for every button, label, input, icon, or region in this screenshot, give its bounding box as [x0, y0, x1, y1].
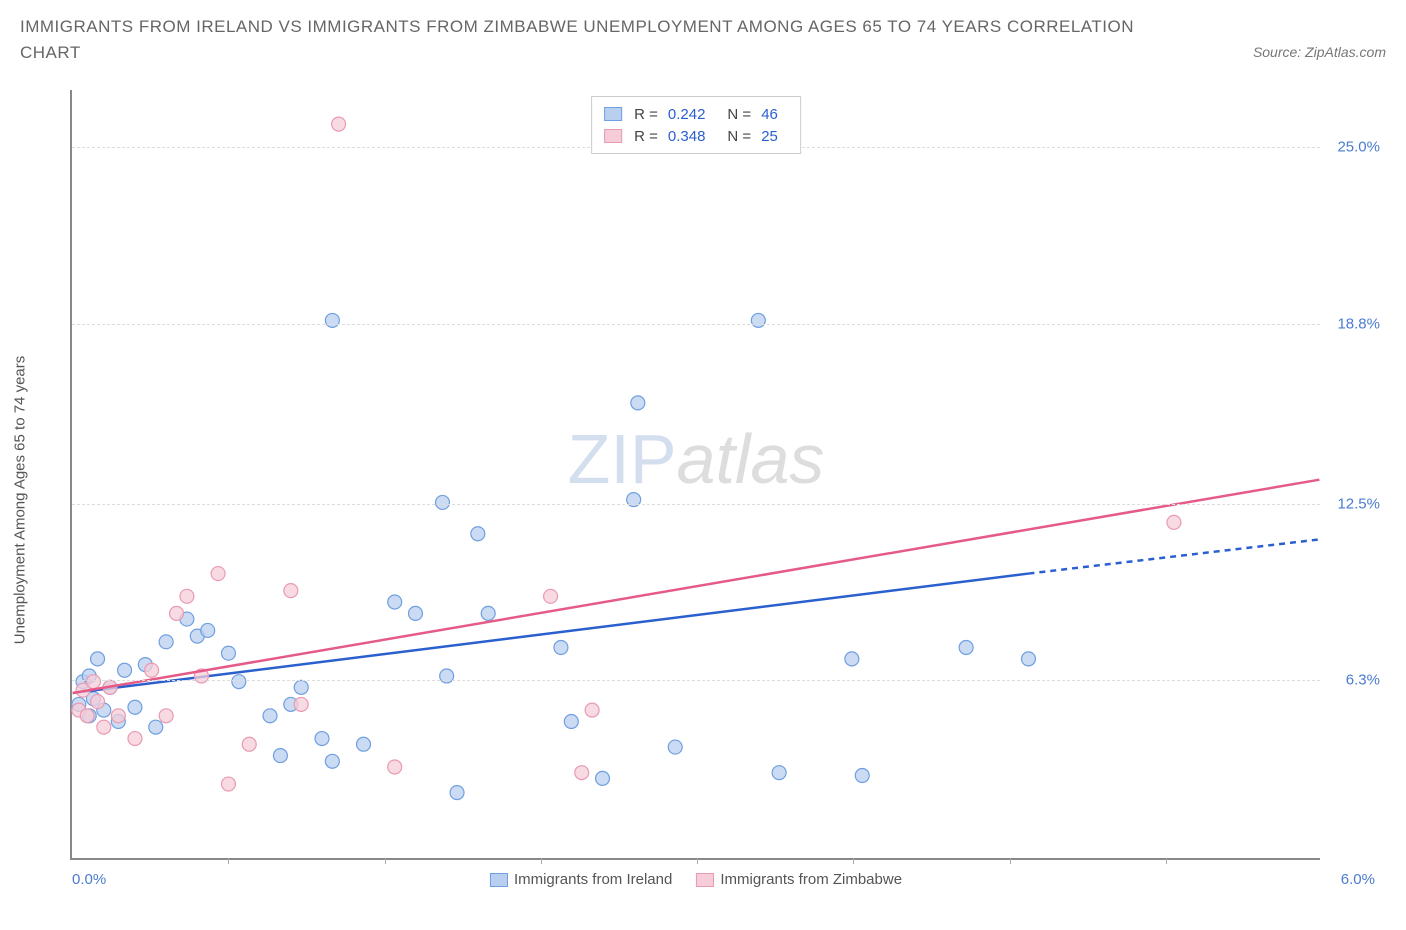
data-point: [111, 709, 125, 723]
chart-title: IMMIGRANTS FROM IRELAND VS IMMIGRANTS FR…: [20, 14, 1170, 65]
legend-stats: R = 0.242 N = 46 R = 0.348 N = 25: [591, 96, 801, 154]
legend-swatch: [696, 873, 714, 887]
data-point: [845, 652, 859, 666]
data-point: [180, 589, 194, 603]
data-point: [751, 313, 765, 327]
data-point: [91, 695, 105, 709]
data-point: [128, 732, 142, 746]
x-tick: [541, 858, 542, 864]
data-point: [959, 641, 973, 655]
data-point: [91, 652, 105, 666]
data-point: [86, 675, 100, 689]
gridline: [72, 324, 1320, 325]
data-point: [159, 635, 173, 649]
stat-n-value: 25: [761, 128, 778, 145]
legend-swatch: [604, 107, 622, 121]
data-point: [668, 740, 682, 754]
x-tick: [228, 858, 229, 864]
legend-stat-row: R = 0.348 N = 25: [604, 125, 788, 147]
data-point: [294, 697, 308, 711]
stat-r-value: 0.348: [668, 128, 706, 145]
data-point: [211, 567, 225, 581]
data-point: [575, 766, 589, 780]
stat-n-label: N =: [727, 106, 751, 123]
x-tick: [853, 858, 854, 864]
x-axis-min-label: 0.0%: [72, 871, 106, 888]
gridline: [72, 680, 1320, 681]
data-point: [772, 766, 786, 780]
y-axis-title: Unemployment Among Ages 65 to 74 years: [12, 356, 29, 645]
data-point: [855, 769, 869, 783]
data-point: [145, 663, 159, 677]
trend-line-extrapolated: [1028, 539, 1319, 573]
data-point: [564, 714, 578, 728]
data-point: [273, 749, 287, 763]
stat-r-value: 0.242: [668, 106, 706, 123]
stat-n-label: N =: [727, 128, 751, 145]
data-point: [263, 709, 277, 723]
data-point: [554, 641, 568, 655]
stat-r-label: R =: [634, 128, 658, 145]
data-point: [97, 720, 111, 734]
data-point: [596, 771, 610, 785]
legend-series: Immigrants from Ireland Immigrants from Z…: [490, 871, 902, 888]
stat-r-label: R =: [634, 106, 658, 123]
legend-item: Immigrants from Ireland: [490, 871, 672, 888]
data-point: [294, 680, 308, 694]
data-point: [388, 760, 402, 774]
legend-swatch: [604, 129, 622, 143]
data-point: [357, 737, 371, 751]
plot-area: ZIPatlas R =0.242N =46R =0.348N =25 0.0%…: [70, 90, 1320, 860]
x-axis-max-label: 6.0%: [1341, 871, 1375, 888]
data-point: [128, 700, 142, 714]
data-point: [1021, 652, 1035, 666]
data-point: [332, 117, 346, 131]
data-point: [585, 703, 599, 717]
data-point: [481, 606, 495, 620]
data-point: [325, 754, 339, 768]
trend-line: [73, 480, 1320, 693]
data-point: [315, 732, 329, 746]
data-point: [232, 675, 246, 689]
data-point: [221, 777, 235, 791]
data-point: [1167, 515, 1181, 529]
y-tick-label: 25.0%: [1337, 139, 1380, 156]
data-point: [631, 396, 645, 410]
legend-label: Immigrants from Zimbabwe: [720, 871, 902, 888]
data-point: [149, 720, 163, 734]
data-point: [388, 595, 402, 609]
data-point: [221, 646, 235, 660]
data-point: [408, 606, 422, 620]
data-point: [544, 589, 558, 603]
gridline: [72, 504, 1320, 505]
chart-svg: [72, 90, 1320, 858]
legend-item: Immigrants from Zimbabwe: [696, 871, 902, 888]
data-point: [471, 527, 485, 541]
plot-container: Unemployment Among Ages 65 to 74 years Z…: [50, 90, 1380, 910]
data-point: [170, 606, 184, 620]
data-point: [284, 584, 298, 598]
y-tick-label: 12.5%: [1337, 495, 1380, 512]
data-point: [325, 313, 339, 327]
x-tick: [385, 858, 386, 864]
data-point: [159, 709, 173, 723]
data-point: [436, 495, 450, 509]
data-point: [450, 786, 464, 800]
x-tick: [1166, 858, 1167, 864]
stat-n-value: 46: [761, 106, 778, 123]
chart-source: Source: ZipAtlas.com: [1253, 44, 1386, 60]
data-point: [242, 737, 256, 751]
legend-swatch: [490, 873, 508, 887]
data-point: [201, 623, 215, 637]
data-point: [118, 663, 132, 677]
y-tick-label: 18.8%: [1337, 315, 1380, 332]
x-tick: [1010, 858, 1011, 864]
data-point: [80, 709, 94, 723]
legend-stat-row: R = 0.242 N = 46: [604, 103, 788, 125]
x-tick: [697, 858, 698, 864]
legend-label: Immigrants from Ireland: [514, 871, 672, 888]
y-tick-label: 6.3%: [1346, 672, 1380, 689]
